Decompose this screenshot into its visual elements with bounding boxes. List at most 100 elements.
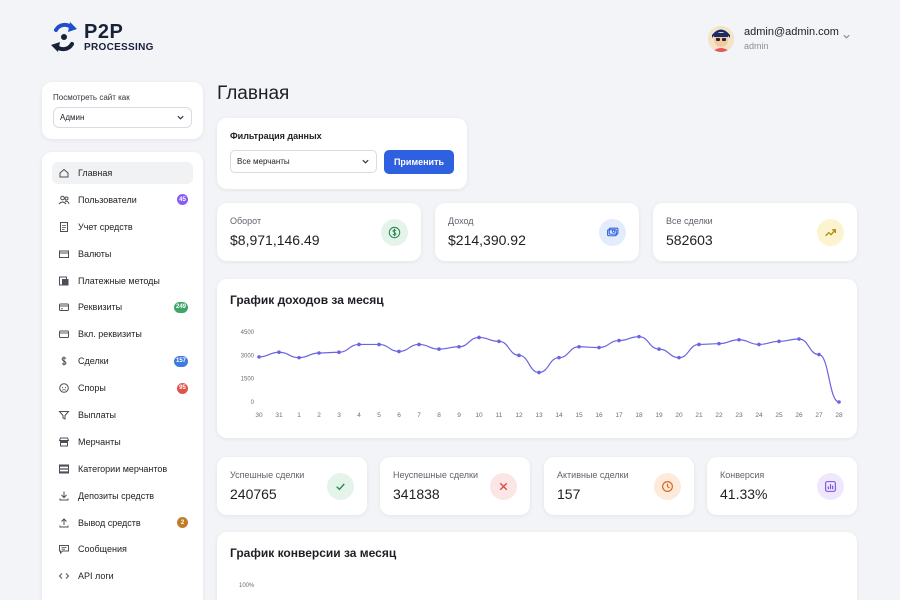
stat-card: Доход $214,390.92 — [435, 203, 639, 261]
data-point — [837, 400, 841, 404]
stat-card: Конверсия 41.33% — [707, 457, 857, 515]
nav-icon-wrap — [58, 301, 70, 313]
category-icon — [59, 464, 69, 474]
stat-label: Все сделки — [666, 216, 713, 226]
stat-icon-badge — [817, 219, 844, 246]
apply-button[interactable]: Применить — [384, 150, 454, 174]
x-tick-label: 12 — [515, 412, 523, 419]
stat-label: Конверсия — [720, 470, 765, 480]
sidebar-item-label: Сделки — [78, 356, 109, 367]
user-email: admin@admin.com — [744, 26, 839, 38]
data-point — [697, 342, 701, 347]
data-point — [497, 339, 501, 344]
sidebar-item-10[interactable]: Мерчанты — [52, 431, 193, 453]
x-tick-label: 1 — [297, 412, 301, 419]
nav-icon-wrap — [58, 382, 70, 394]
x-tick-label: 16 — [595, 412, 603, 419]
view-as-select[interactable]: Админ — [53, 107, 192, 128]
sidebar-item-label: Платежные методы — [78, 275, 160, 286]
stat-value: $8,971,146.49 — [230, 232, 320, 248]
merchant-select[interactable]: Все мерчанты — [230, 150, 377, 173]
sidebar-item-4[interactable]: Платежные методы — [52, 270, 193, 292]
sidebar-item-5[interactable]: Реквизиты 249 — [52, 296, 193, 318]
chart-icon — [825, 481, 836, 492]
x-tick-label: 4 — [357, 412, 361, 419]
data-point — [617, 338, 621, 343]
x-tick-label: 30 — [255, 412, 263, 419]
sidebar-item-label: API логи — [78, 571, 114, 582]
sidebar-item-8[interactable]: Споры 95 — [52, 377, 193, 399]
sidebar-item-label: Сообщения — [78, 544, 127, 555]
data-point — [397, 349, 401, 354]
x-tick-label: 3 — [337, 412, 341, 419]
view-as-value: Админ — [60, 113, 85, 122]
chevron-down-icon — [177, 115, 184, 120]
data-point — [357, 342, 361, 347]
user-role: admin — [744, 41, 769, 51]
nav-icon-wrap — [58, 275, 70, 287]
avatar — [708, 26, 734, 52]
count-badge: 45 — [177, 194, 188, 206]
nav-icon-wrap — [58, 436, 70, 448]
sidebar-nav: Главная Пользователи 45 Учет средств Валюты П… — [42, 152, 203, 600]
brand-logo[interactable]: P2P PROCESSING — [50, 20, 154, 54]
stat-card: Неуспешные сделки 341838 — [380, 457, 530, 515]
check-icon — [336, 483, 345, 491]
x-tick-label: 14 — [555, 412, 563, 419]
x-tick-label: 9 — [457, 412, 461, 419]
data-point — [817, 352, 821, 357]
sidebar-item-label: Валюты — [78, 248, 112, 259]
x-tick-label: 23 — [735, 412, 743, 419]
sidebar-item-label: Реквизиты — [78, 302, 123, 313]
page-title: Главная — [217, 83, 290, 104]
brand-subtitle: PROCESSING — [84, 41, 154, 53]
view-as-label: Посмотреть сайт как — [53, 93, 130, 102]
x-tick-label: 5 — [377, 412, 381, 419]
sidebar-item-label: Споры — [78, 383, 106, 394]
count-badge: 95 — [177, 382, 188, 394]
nav-icon-wrap — [58, 490, 70, 502]
data-point — [657, 347, 661, 351]
upload-icon — [59, 517, 69, 528]
filter-icon — [58, 411, 70, 420]
store-icon — [58, 437, 70, 447]
x-tick-label: 10 — [475, 412, 483, 419]
x-tick-label: 27 — [815, 412, 823, 419]
x-tick-label: 22 — [715, 412, 723, 419]
sidebar-item-6[interactable]: Вкл. реквизиты — [52, 323, 193, 345]
count-badge: 249 — [173, 301, 188, 313]
x-tick-label: 20 — [675, 412, 683, 419]
data-point — [577, 344, 581, 349]
filter-title: Фильтрация данных — [230, 131, 322, 141]
sidebar-item-14[interactable]: Сообщения — [52, 538, 193, 560]
sidebar-item-2[interactable]: Учет средств — [52, 216, 193, 238]
stat-icon-badge — [599, 219, 626, 246]
conversion-chart-card: График конверсии за месяц 100% — [217, 532, 857, 600]
code-icon — [58, 573, 70, 580]
sidebar-item-label: Вывод средств — [78, 517, 141, 528]
sidebar-item-9[interactable]: Выплаты — [52, 404, 193, 426]
sidebar-item-0[interactable]: Главная — [52, 162, 193, 184]
sidebar-item-11[interactable]: Категории мерчантов — [52, 458, 193, 480]
sidebar-item-7[interactable]: Сделки 157 — [52, 350, 193, 372]
nav-icon-wrap — [58, 167, 70, 179]
nav-icon-wrap — [58, 221, 70, 233]
currency-icon — [59, 250, 69, 258]
stat-value: $214,390.92 — [448, 232, 526, 248]
chevron-down-icon[interactable] — [842, 32, 851, 41]
x-tick-label: 2 — [317, 412, 321, 419]
data-point — [317, 351, 321, 355]
data-point — [297, 355, 301, 360]
sidebar-item-3[interactable]: Валюты — [52, 243, 193, 265]
nav-icon-wrap — [58, 543, 70, 555]
user-menu[interactable]: admin@admin.com admin — [708, 26, 850, 52]
income-series-line — [258, 336, 840, 403]
sidebar-item-15[interactable]: API логи — [52, 565, 193, 587]
dollar-circle-icon — [388, 226, 401, 239]
users-icon — [58, 195, 70, 205]
sidebar-item-13[interactable]: Вывод средств 2 — [52, 512, 193, 534]
data-point — [337, 350, 341, 355]
sidebar-item-12[interactable]: Депозиты средств — [52, 485, 193, 507]
sidebar-item-1[interactable]: Пользователи 45 — [52, 189, 193, 211]
brand-name: P2P — [84, 20, 124, 43]
